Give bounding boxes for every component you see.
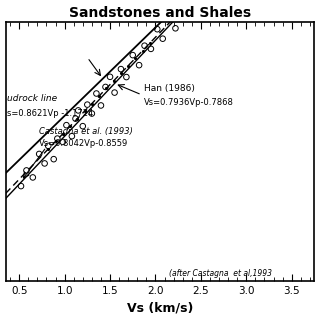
Point <box>30 175 36 180</box>
Point <box>112 90 117 95</box>
Point <box>69 134 75 139</box>
Point <box>160 36 165 41</box>
Point <box>196 0 202 1</box>
Point <box>137 63 142 68</box>
Point <box>124 75 129 80</box>
Point <box>85 102 90 107</box>
Title: Sandstones and Shales: Sandstones and Shales <box>69 5 251 20</box>
Point <box>36 151 42 156</box>
Point <box>185 12 190 17</box>
Point <box>55 136 60 141</box>
Text: Vs=0.8042Vp-0.8559: Vs=0.8042Vp-0.8559 <box>39 139 128 148</box>
Text: Han (1986): Han (1986) <box>144 84 195 93</box>
Point <box>118 67 124 72</box>
Point <box>80 124 85 129</box>
Text: (after Castagna  et al,1993: (after Castagna et al,1993 <box>169 269 272 278</box>
Point <box>73 116 78 121</box>
Point <box>19 184 24 189</box>
X-axis label: Vs (km/s): Vs (km/s) <box>127 301 193 315</box>
Point <box>166 16 172 21</box>
Point <box>103 84 108 90</box>
Point <box>173 26 178 31</box>
Point <box>130 52 135 58</box>
Point <box>76 108 81 113</box>
Point <box>142 43 147 48</box>
Point <box>94 91 99 96</box>
Point <box>42 161 47 166</box>
Text: Vs=0.7936Vp-0.7868: Vs=0.7936Vp-0.7868 <box>144 98 234 107</box>
Point <box>155 27 160 32</box>
Point <box>51 156 56 162</box>
Text: s=0.8621Vp -1.1724: s=0.8621Vp -1.1724 <box>7 109 94 118</box>
Point <box>148 46 154 52</box>
Text: Castagna et al. (1993): Castagna et al. (1993) <box>39 127 133 136</box>
Text: udrock line: udrock line <box>7 93 58 102</box>
Point <box>89 111 94 116</box>
Point <box>60 140 65 145</box>
Point <box>108 74 113 79</box>
Point <box>24 168 29 173</box>
Point <box>46 143 51 148</box>
Point <box>178 5 183 10</box>
Point <box>64 123 69 128</box>
Point <box>98 103 103 108</box>
